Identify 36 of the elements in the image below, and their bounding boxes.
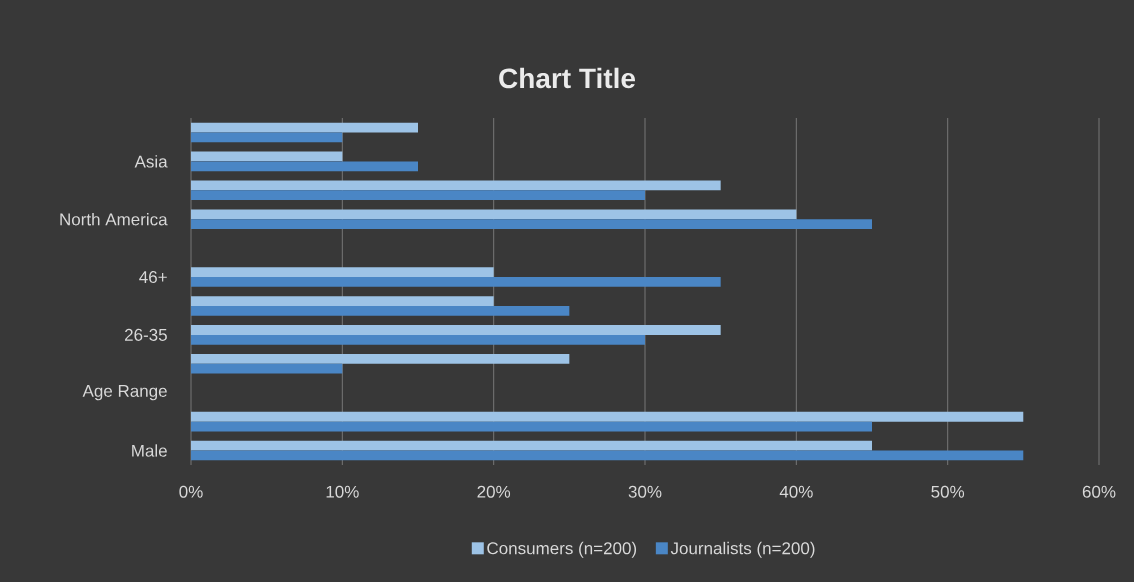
x-tick-label: 60% (1082, 485, 1116, 498)
y-tick-label: Asia (134, 155, 168, 168)
y-tick-label: Male (132, 444, 167, 457)
bar (191, 334, 646, 345)
x-tick-label: 20% (477, 485, 511, 498)
x-tick-label: 0% (179, 485, 203, 498)
bar (191, 296, 494, 306)
x-tick-label: 30% (628, 485, 662, 498)
chart-title: Chart Title (499, 67, 636, 89)
y-tick-label: North America (60, 212, 168, 226)
bar (191, 363, 343, 374)
bar (191, 305, 570, 316)
bar (191, 325, 721, 335)
legend-label: Journalists (n=200) (670, 541, 815, 558)
bar (191, 440, 873, 451)
bar (191, 450, 1024, 461)
x-tick-label: 10% (326, 485, 359, 498)
bar (191, 267, 494, 278)
y-tick-label: 26-35 (125, 328, 167, 341)
bar (191, 151, 343, 162)
bar (191, 161, 419, 172)
x-tick-label: 40% (779, 485, 813, 498)
bar (191, 190, 646, 201)
bar (191, 411, 1024, 422)
bar (191, 421, 873, 432)
bar (191, 353, 570, 364)
bar (191, 132, 343, 143)
y-tick-label: Age Range (82, 385, 167, 401)
y-tick-label: 46+ (139, 271, 167, 284)
bar (191, 209, 797, 220)
bar (191, 219, 873, 230)
bar (191, 277, 721, 287)
bar (191, 180, 721, 191)
x-tick-label: 50% (931, 485, 965, 498)
legend-label: Consumers (n=200) (487, 541, 637, 558)
bar (191, 122, 419, 133)
